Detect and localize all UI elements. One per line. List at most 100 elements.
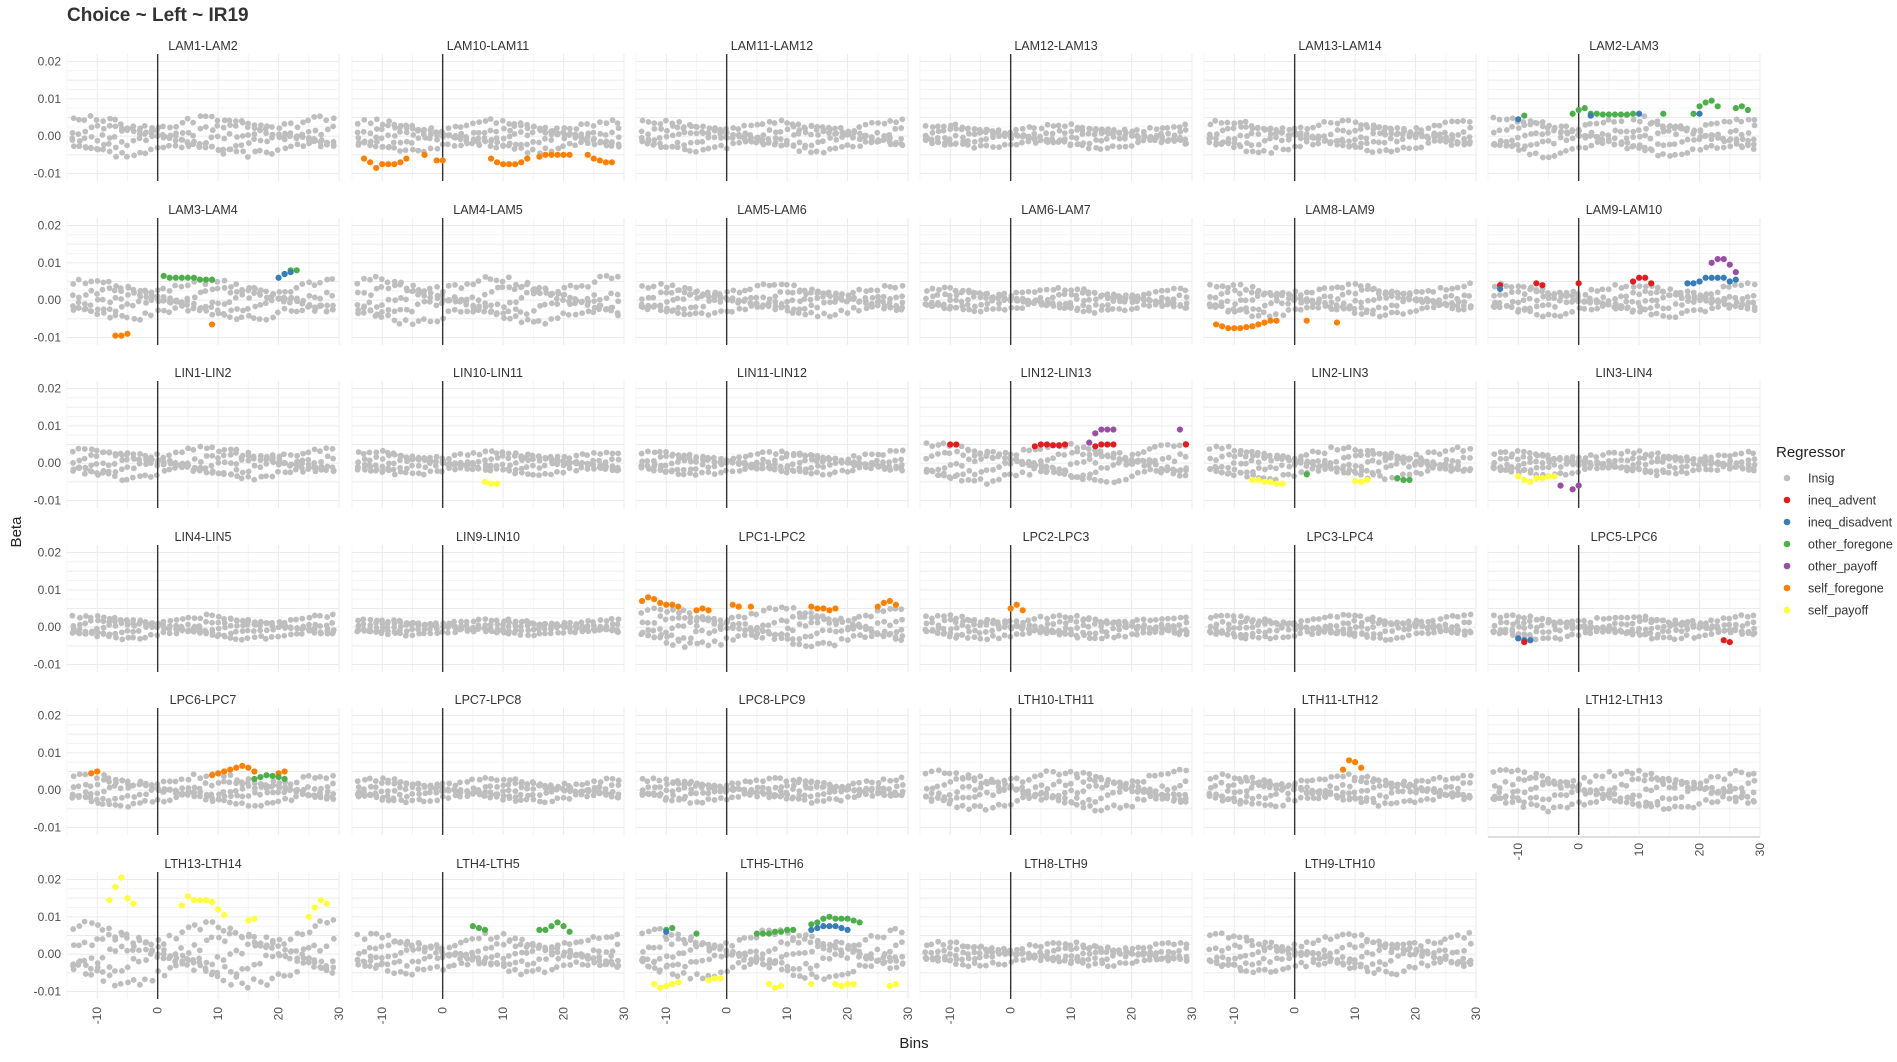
data-point-insig <box>470 450 477 456</box>
data-point-insig <box>759 136 766 143</box>
data-point-insig <box>166 299 173 306</box>
data-point-insig <box>1345 117 1352 124</box>
data-point-insig <box>1649 119 1655 126</box>
data-point-insig <box>1345 469 1352 476</box>
data-point-insig <box>470 281 477 288</box>
data-point-insig <box>1073 135 1080 141</box>
data-point-insig <box>1467 138 1473 145</box>
data-point-insig <box>651 137 658 143</box>
data-point-insig <box>524 279 531 286</box>
data-point-insig <box>899 299 906 306</box>
data-point-insig <box>1309 141 1316 148</box>
data-point-insig <box>1545 130 1551 136</box>
data-point-insig <box>238 636 245 643</box>
data-point-insig <box>476 451 483 458</box>
data-point-insig <box>765 136 772 142</box>
data-point-other_payoff <box>1575 482 1582 489</box>
data-point-insig <box>825 289 832 296</box>
data-point-insig <box>311 114 318 120</box>
data-point-insig <box>367 130 374 137</box>
data-point-insig <box>1387 135 1394 142</box>
data-point-insig <box>535 453 542 460</box>
data-point-insig <box>1159 137 1166 143</box>
data-point-insig <box>1369 149 1376 156</box>
data-point-insig <box>70 460 76 466</box>
data-point-insig <box>385 296 392 303</box>
data-point-insig <box>191 456 198 462</box>
data-point-insig <box>100 306 107 313</box>
data-point-insig <box>650 294 657 301</box>
data-point-insig <box>269 452 276 458</box>
data-point-insig <box>1635 300 1642 306</box>
data-point-insig <box>372 143 379 150</box>
data-point-insig <box>687 139 694 146</box>
data-point-insig <box>329 464 336 471</box>
data-point-insig <box>1467 280 1473 287</box>
data-point-insig <box>1260 147 1267 154</box>
data-point-insig <box>1424 298 1431 305</box>
data-point-insig <box>268 297 275 304</box>
data-point-insig <box>294 141 301 148</box>
data-point-insig <box>420 316 427 323</box>
data-point-insig <box>475 135 482 142</box>
data-point-self_foregone <box>379 161 386 168</box>
data-point-insig <box>674 144 681 151</box>
data-point-insig <box>106 285 113 292</box>
data-point-insig <box>220 124 227 131</box>
data-point-insig <box>318 137 325 144</box>
data-point-insig <box>560 629 567 636</box>
data-point-insig <box>385 285 392 292</box>
data-point-insig <box>124 627 131 634</box>
data-point-insig <box>941 465 948 471</box>
data-point-insig <box>1522 143 1528 150</box>
data-point-insig <box>106 449 113 456</box>
data-point-insig <box>428 125 435 131</box>
data-point-insig <box>572 142 578 149</box>
data-point-insig <box>1750 141 1757 148</box>
data-point-insig <box>1099 292 1106 299</box>
data-point-insig <box>934 472 941 479</box>
data-point-insig <box>105 462 112 469</box>
data-point-insig <box>1750 450 1757 457</box>
data-point-insig <box>1092 296 1099 303</box>
data-point-insig <box>747 132 754 138</box>
data-point-insig <box>153 472 160 479</box>
data-point-insig <box>1660 467 1666 474</box>
data-point-insig <box>573 459 580 465</box>
data-point-insig <box>1086 296 1092 303</box>
data-point-insig <box>718 455 724 462</box>
data-point-insig <box>385 312 391 319</box>
data-point-self_foregone <box>1261 319 1268 326</box>
data-point-insig <box>221 135 228 142</box>
data-point-insig <box>288 294 295 301</box>
data-point-insig <box>736 468 743 474</box>
data-point-insig <box>113 153 119 160</box>
data-point-insig <box>1683 454 1690 461</box>
data-point-insig <box>1037 133 1043 140</box>
data-point-insig <box>1436 297 1442 304</box>
data-point-insig <box>274 309 281 316</box>
data-point-insig <box>705 454 711 461</box>
data-point-insig <box>929 129 936 136</box>
data-point-insig <box>1569 454 1576 460</box>
data-point-insig <box>1050 455 1056 462</box>
data-point-insig <box>645 136 652 143</box>
panel-grid-lines <box>351 381 625 508</box>
data-point-insig <box>766 127 773 133</box>
data-point-insig <box>1134 293 1141 300</box>
data-point-insig <box>1346 129 1352 136</box>
data-point-insig <box>391 317 398 324</box>
data-point-insig <box>1448 142 1455 148</box>
data-point-insig <box>1248 123 1255 129</box>
data-point-insig <box>1707 466 1714 473</box>
data-point-insig <box>1043 130 1049 137</box>
data-point-insig <box>398 295 404 301</box>
data-point-insig <box>76 465 82 472</box>
data-point-insig <box>281 134 287 141</box>
data-point-insig <box>1067 305 1074 311</box>
data-point-insig <box>1532 150 1539 157</box>
data-point-insig <box>1424 460 1431 467</box>
data-point-self_foregone <box>506 161 513 168</box>
data-point-insig <box>221 117 228 124</box>
data-point-insig <box>827 146 833 152</box>
